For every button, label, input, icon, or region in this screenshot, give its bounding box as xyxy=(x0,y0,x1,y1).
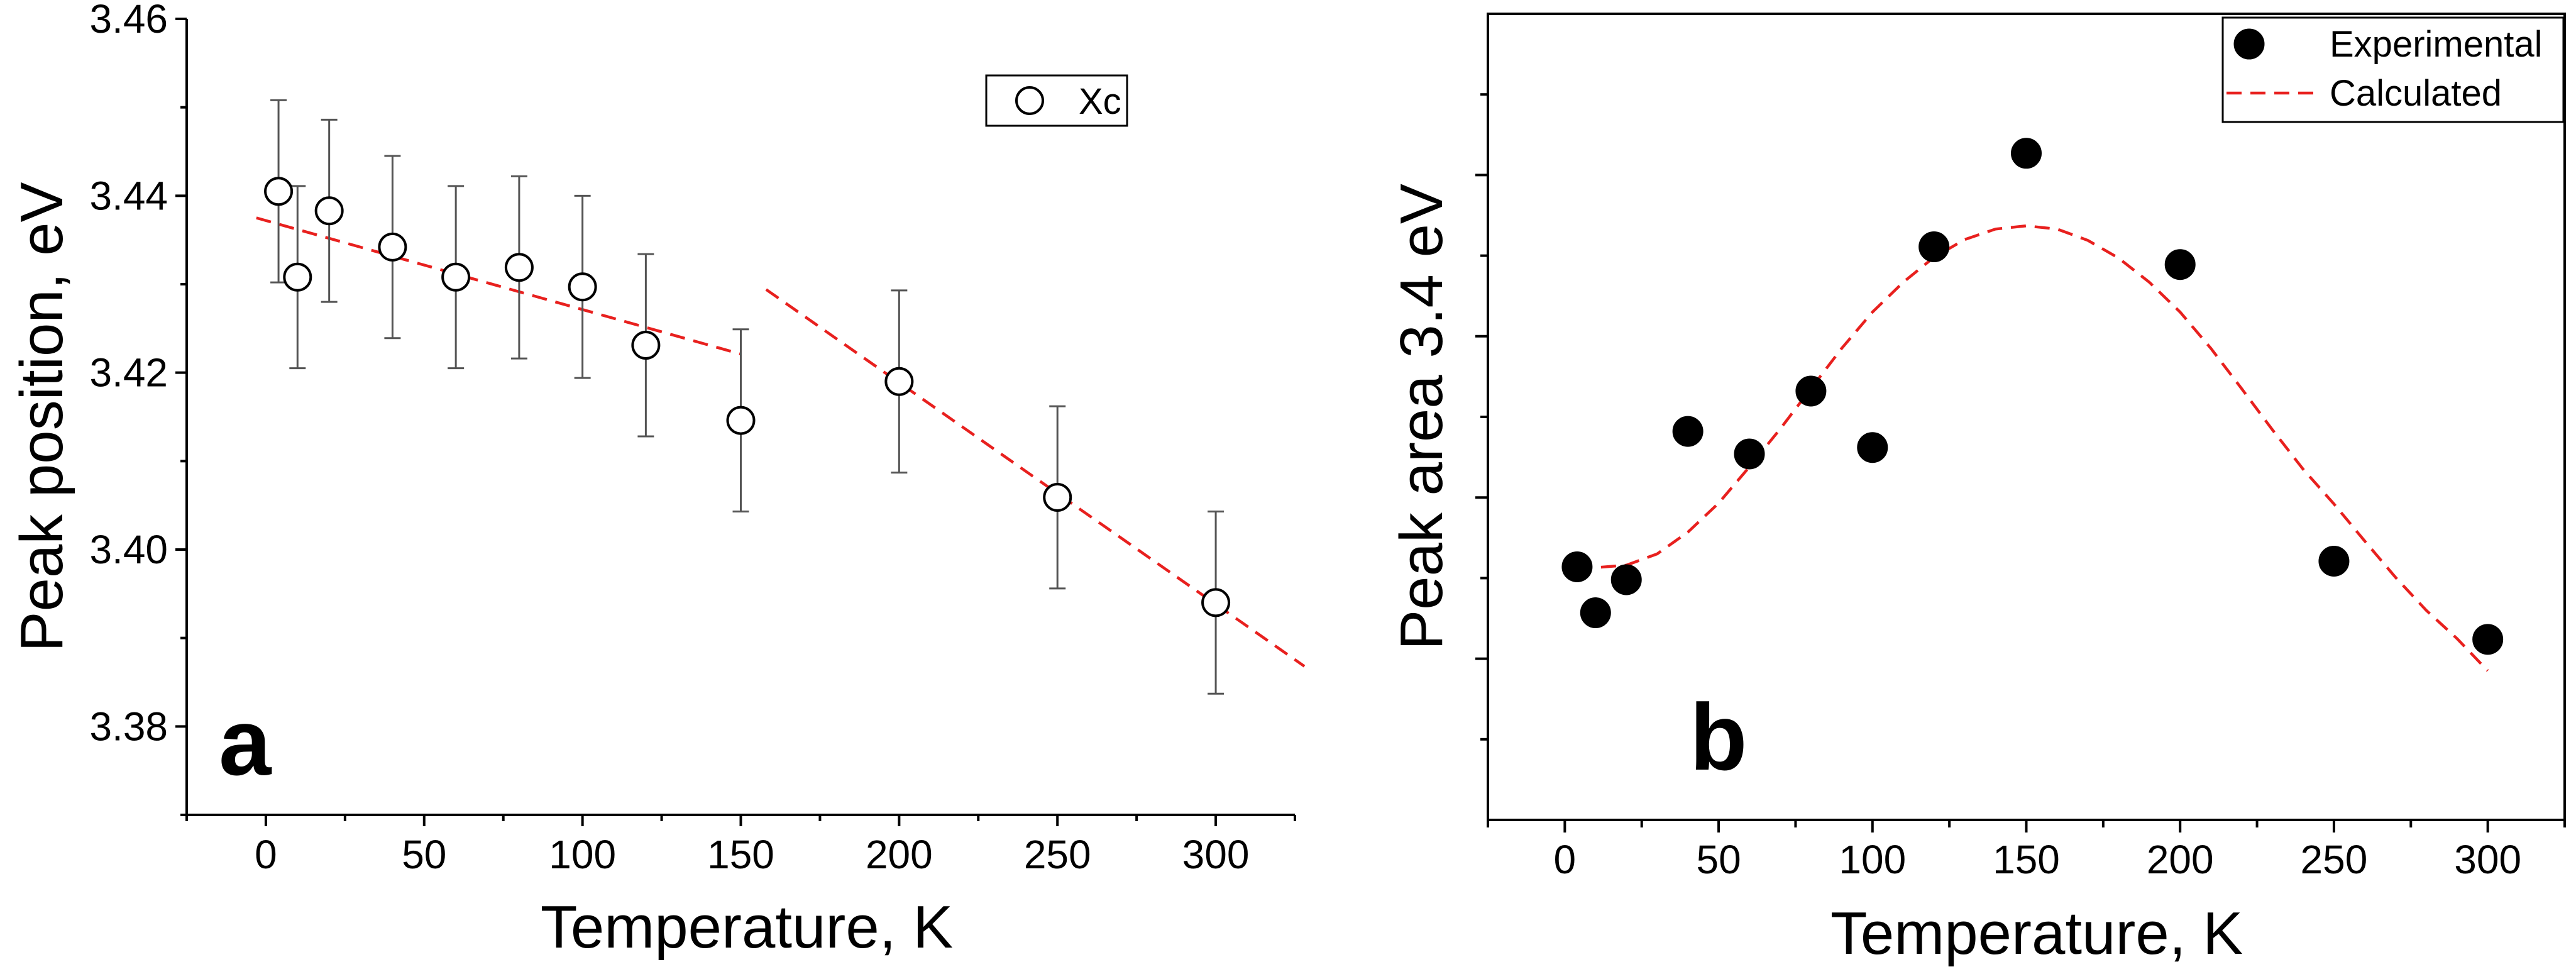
panel-b-data-point xyxy=(1561,551,1593,582)
panel-a-data-point xyxy=(504,253,534,282)
panel-a-x-tick-label: 0 xyxy=(255,832,277,877)
panel-a-y-axis-title: Peak position, eV xyxy=(8,182,75,651)
panel-a-marks xyxy=(256,99,1306,695)
panel-a-data-point xyxy=(568,272,597,302)
panel-a-letter: a xyxy=(219,689,272,795)
panel-b-data-point xyxy=(1672,416,1704,447)
panel-a-data-point xyxy=(726,406,756,435)
panel-b-data-point xyxy=(1918,231,1950,262)
panel-a-y-tick-label: 3.40 xyxy=(89,527,168,572)
panel-a-data-point xyxy=(441,262,471,292)
panel-a-y-tick-label: 3.42 xyxy=(89,350,168,395)
panel-b-x-tick-label: 250 xyxy=(2301,837,2368,882)
panel-a-x-tick-label: 300 xyxy=(1182,832,1250,877)
panel-a-data-point xyxy=(1043,483,1072,512)
panel-b-data-point xyxy=(2164,249,2196,280)
panel-b-legend-label-experimental: Experimental xyxy=(2330,24,2542,65)
panel-b-data-point xyxy=(1795,375,1827,407)
panel-b-x-axis-title: Temperature, K xyxy=(1830,900,2243,967)
panel-b-letter: b xyxy=(1690,684,1748,790)
panel-a-data-point xyxy=(1201,588,1231,617)
panel-b-x-tick-label: 100 xyxy=(1839,837,1906,882)
panel-b-calculated-curve xyxy=(1577,224,2489,672)
panel-a-x-axis-title: Temperature, K xyxy=(541,893,953,961)
panel-b-legend-marker-experimental xyxy=(2233,28,2265,60)
panel-b-x-ticks: 0 50 100 150 200 250 300 xyxy=(1487,820,2566,882)
panel-b-x-tick-label: 0 xyxy=(1554,837,1577,882)
panel-a-x-ticks: 0 50 100 150 200 250 300 xyxy=(185,815,1296,877)
panel-a-data-point xyxy=(631,331,661,360)
panel-a-x-tick-label: 50 xyxy=(402,832,446,877)
panel-a-fit-line xyxy=(765,288,1306,668)
panel-a-legend-box xyxy=(985,74,1128,127)
panel-a-y-tick-label: 3.44 xyxy=(89,173,168,218)
panel-a-legend: Xc xyxy=(985,74,1128,127)
panel-a-data-point xyxy=(884,367,914,396)
panel-b-data-point xyxy=(2318,545,2350,577)
panel-a-y-tick-label: 3.38 xyxy=(89,704,168,749)
panel-b-data-point xyxy=(1610,564,1642,595)
panel-b-x-tick-label: 200 xyxy=(2147,837,2214,882)
panel-b-data-point xyxy=(1580,597,1611,629)
panel-b-x-tick-label: 300 xyxy=(2454,837,2521,882)
panel-a-data-point xyxy=(378,232,407,262)
panel-b-y-ticks xyxy=(1475,93,1488,741)
panel-b-plot-frame xyxy=(1487,13,2566,821)
panel-b-x-tick-label: 150 xyxy=(1993,837,2060,882)
panel-b-x-tick-label: 50 xyxy=(1696,837,1741,882)
panel-b-legend-label-calculated: Calculated xyxy=(2330,73,2502,114)
panel-a-data-point xyxy=(264,177,294,206)
panel-b-data-point xyxy=(2472,624,2504,655)
panel-a-legend-marker xyxy=(1015,86,1044,115)
panel-a-data-point xyxy=(314,196,344,226)
panel-a-x-tick-label: 150 xyxy=(707,832,774,877)
panel-b-legend: Experimental Calculated xyxy=(2221,16,2565,123)
panel-a-y-ticks: 3.38 3.40 3.42 3.44 3.46 xyxy=(89,0,187,816)
panel-a-chart: 0 50 100 150 200 250 300 3.383.403.423.443.46 … xyxy=(8,0,1306,961)
panel-b-data-point xyxy=(1857,432,1888,463)
panel-a-data-point xyxy=(283,262,312,292)
panel-a-x-tick-label: 100 xyxy=(549,832,616,877)
panel-b-chart: 0 50 100 150 200 250 300 Experimental Calculat… xyxy=(1388,13,2566,967)
panel-a-fit-line xyxy=(256,216,742,356)
panel-a-legend-label: Xc xyxy=(1079,81,1121,122)
panel-b-data-point xyxy=(1734,438,1765,470)
panel-b-data-point xyxy=(2011,138,2042,169)
panel-a-y-tick-label: 3.46 xyxy=(89,0,168,41)
panel-b-y-axis-title: Peak area 3.4 eV xyxy=(1388,184,1455,650)
panel-a-x-tick-label: 250 xyxy=(1024,832,1091,877)
panel-a-x-tick-label: 200 xyxy=(866,832,933,877)
panel-b-marks xyxy=(1561,138,2504,672)
panel-b-legend-box xyxy=(2221,16,2565,123)
